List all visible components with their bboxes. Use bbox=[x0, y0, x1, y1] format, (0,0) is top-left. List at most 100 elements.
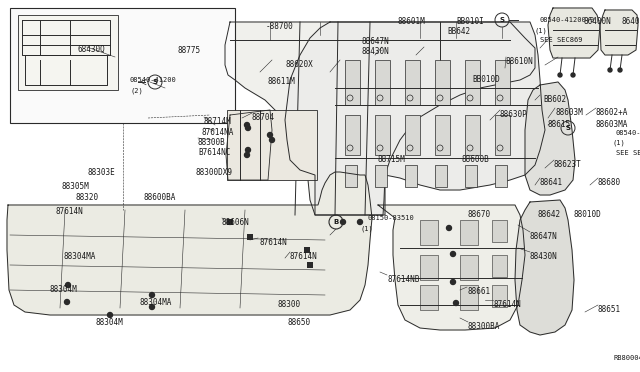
Text: S: S bbox=[499, 17, 504, 23]
Circle shape bbox=[451, 251, 456, 257]
Text: 88304MA: 88304MA bbox=[140, 298, 172, 307]
Circle shape bbox=[150, 292, 154, 298]
Text: B: B bbox=[333, 219, 339, 225]
Text: 88647N: 88647N bbox=[362, 37, 390, 46]
Bar bbox=[227, 219, 233, 225]
Text: 88775: 88775 bbox=[178, 46, 201, 55]
Circle shape bbox=[246, 148, 250, 153]
Polygon shape bbox=[25, 55, 107, 85]
Text: 88300B: 88300B bbox=[198, 138, 226, 147]
Text: 88602+A: 88602+A bbox=[596, 108, 628, 117]
Circle shape bbox=[618, 68, 622, 72]
Bar bbox=[465, 165, 477, 187]
Bar bbox=[18, 15, 118, 90]
Text: 88620X: 88620X bbox=[286, 60, 314, 69]
Bar bbox=[345, 60, 360, 105]
Bar bbox=[465, 115, 480, 155]
Text: 88661: 88661 bbox=[467, 287, 490, 296]
Bar bbox=[492, 285, 507, 307]
Text: 87614NA: 87614NA bbox=[202, 128, 234, 137]
Circle shape bbox=[451, 279, 456, 285]
Text: BB010D: BB010D bbox=[472, 75, 500, 84]
Text: 08150-83510: 08150-83510 bbox=[367, 215, 413, 221]
Polygon shape bbox=[7, 172, 372, 315]
Text: B7614NC: B7614NC bbox=[198, 148, 230, 157]
Text: (1): (1) bbox=[613, 140, 626, 147]
Bar bbox=[405, 60, 420, 105]
Bar bbox=[460, 220, 478, 245]
Circle shape bbox=[358, 219, 362, 224]
Bar bbox=[465, 60, 480, 105]
Text: 88603MA: 88603MA bbox=[596, 120, 628, 129]
Bar bbox=[307, 262, 313, 268]
Text: 88304M: 88304M bbox=[96, 318, 124, 327]
Bar bbox=[405, 165, 417, 187]
Text: 86400N: 86400N bbox=[621, 17, 640, 26]
Bar bbox=[247, 234, 253, 240]
Circle shape bbox=[268, 132, 273, 138]
Text: S: S bbox=[566, 125, 570, 131]
Text: 88651: 88651 bbox=[598, 305, 621, 314]
Text: 88600BA: 88600BA bbox=[143, 193, 175, 202]
Text: S: S bbox=[152, 79, 157, 85]
Bar bbox=[375, 60, 390, 105]
Bar bbox=[227, 110, 317, 180]
Bar bbox=[460, 255, 478, 280]
Text: 88641: 88641 bbox=[540, 178, 563, 187]
Circle shape bbox=[244, 153, 250, 157]
Text: SEE SEC869: SEE SEC869 bbox=[616, 150, 640, 156]
Polygon shape bbox=[600, 10, 638, 55]
Bar bbox=[495, 115, 510, 155]
Text: 88603M: 88603M bbox=[555, 108, 583, 117]
Polygon shape bbox=[378, 205, 525, 330]
Text: 87614N: 87614N bbox=[290, 252, 317, 261]
Circle shape bbox=[454, 301, 458, 305]
Text: SEE SEC869: SEE SEC869 bbox=[540, 37, 582, 43]
Text: 88010D: 88010D bbox=[574, 210, 602, 219]
Circle shape bbox=[65, 299, 70, 305]
Circle shape bbox=[244, 122, 250, 128]
Text: 87614N: 87614N bbox=[493, 300, 521, 309]
Text: RB800049: RB800049 bbox=[614, 355, 640, 361]
Polygon shape bbox=[226, 110, 272, 180]
Text: 88615: 88615 bbox=[548, 120, 571, 129]
Text: 88680: 88680 bbox=[598, 178, 621, 187]
Bar bbox=[435, 60, 450, 105]
Polygon shape bbox=[525, 82, 575, 195]
Text: 88714M: 88714M bbox=[204, 117, 232, 126]
Circle shape bbox=[65, 282, 70, 288]
Bar bbox=[375, 115, 390, 155]
Circle shape bbox=[558, 73, 562, 77]
Bar bbox=[492, 255, 507, 277]
Circle shape bbox=[608, 68, 612, 72]
Text: BB642: BB642 bbox=[447, 27, 470, 36]
Bar bbox=[435, 165, 447, 187]
Text: (1): (1) bbox=[360, 225, 372, 231]
Text: 88320: 88320 bbox=[75, 193, 98, 202]
Text: 88642: 88642 bbox=[537, 210, 560, 219]
Bar bbox=[495, 165, 507, 187]
Text: 88606N: 88606N bbox=[222, 218, 250, 227]
Bar bbox=[495, 60, 510, 105]
Bar bbox=[375, 165, 387, 187]
Text: 88300DX9: 88300DX9 bbox=[196, 168, 233, 177]
Bar bbox=[460, 285, 478, 310]
Text: 08540-41200: 08540-41200 bbox=[616, 130, 640, 136]
Polygon shape bbox=[285, 22, 545, 215]
Text: 88430N: 88430N bbox=[362, 47, 390, 56]
Polygon shape bbox=[548, 8, 600, 58]
Text: 88304M: 88304M bbox=[50, 285, 77, 294]
Text: BB602: BB602 bbox=[543, 95, 566, 104]
Bar bbox=[345, 165, 357, 187]
Text: 88704: 88704 bbox=[252, 113, 275, 122]
Text: 88610N: 88610N bbox=[506, 57, 534, 66]
Text: 88650: 88650 bbox=[288, 318, 311, 327]
Text: 88630P: 88630P bbox=[500, 110, 528, 119]
Text: 88715M: 88715M bbox=[378, 155, 406, 164]
Bar bbox=[405, 115, 420, 155]
Text: 88611M: 88611M bbox=[268, 77, 296, 86]
Circle shape bbox=[269, 138, 275, 142]
Text: BB010I: BB010I bbox=[456, 17, 484, 26]
Bar bbox=[420, 285, 438, 310]
Circle shape bbox=[108, 312, 113, 317]
